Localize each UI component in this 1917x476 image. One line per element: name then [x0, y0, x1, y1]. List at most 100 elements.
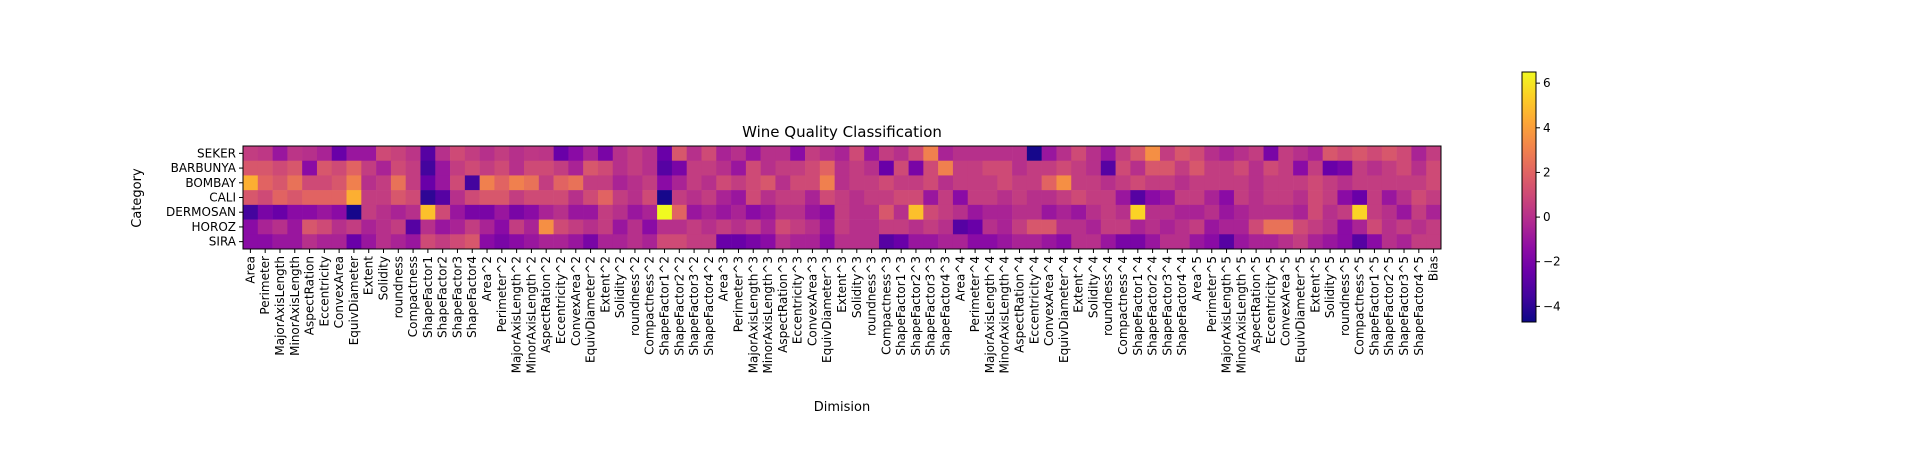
- heatmap-cell: [1100, 204, 1116, 220]
- heatmap-cell: [243, 234, 259, 250]
- heatmap-cell: [568, 190, 584, 206]
- heatmap-cell: [716, 175, 732, 191]
- heatmap-cell: [982, 219, 998, 235]
- heatmap-cell: [701, 204, 717, 220]
- heatmap-cell: [1367, 204, 1383, 220]
- heatmap-cell: [272, 234, 288, 250]
- heatmap-cell: [1189, 219, 1205, 235]
- heatmap-cell: [1322, 190, 1338, 206]
- heatmap-cell: [1041, 160, 1057, 176]
- heatmap-cell: [657, 175, 673, 191]
- x-tick-label: Solidity: [377, 256, 391, 300]
- x-tick-label: ShapeFactor1^5: [1367, 256, 1381, 356]
- heatmap-cell: [790, 219, 806, 235]
- heatmap-cell: [405, 234, 421, 250]
- heatmap-cell: [479, 146, 495, 162]
- x-tick-label: ShapeFactor4: [465, 256, 479, 338]
- heatmap-cell: [760, 204, 776, 220]
- heatmap-cell: [1041, 204, 1057, 220]
- heatmap-cell: [435, 219, 451, 235]
- heatmap-cell: [1352, 204, 1368, 220]
- heatmap-cell: [583, 219, 599, 235]
- heatmap-cell: [1086, 234, 1102, 250]
- x-tick-label: Perimeter: [258, 256, 272, 315]
- heatmap-cell: [331, 234, 347, 250]
- heatmap-cell: [450, 146, 466, 162]
- heatmap-cell: [834, 219, 850, 235]
- heatmap-cell: [923, 190, 939, 206]
- heatmap-cell: [1278, 160, 1294, 176]
- heatmap-cell: [1130, 160, 1146, 176]
- heatmap-cell: [272, 175, 288, 191]
- heatmap-cell: [435, 234, 451, 250]
- x-tick-label: Perimeter^4: [968, 256, 982, 332]
- heatmap-cell: [775, 160, 791, 176]
- heatmap-cell: [1159, 146, 1176, 162]
- heatmap-cell: [1026, 175, 1042, 191]
- heatmap-cell: [1233, 234, 1250, 250]
- heatmap-cell: [1115, 204, 1131, 220]
- heatmap-cell: [1026, 204, 1042, 220]
- x-tick-label: ShapeFactor4^3: [939, 256, 953, 356]
- y-tick-label: CALI: [209, 191, 236, 205]
- heatmap-cell: [361, 204, 377, 220]
- heatmap-cell: [1307, 190, 1323, 206]
- heatmap-cell: [657, 204, 673, 220]
- heatmap-cell: [464, 234, 480, 250]
- x-tick-label: ShapeFactor1: [421, 256, 435, 338]
- heatmap-cell: [1012, 175, 1028, 191]
- heatmap-cell: [376, 160, 392, 176]
- heatmap-cell: [479, 219, 495, 235]
- heatmap-cell: [1071, 219, 1087, 235]
- heatmap-cell: [1411, 146, 1427, 162]
- heatmap-cell: [1293, 146, 1309, 162]
- heatmap-cell: [657, 234, 673, 250]
- heatmap-cell: [1071, 234, 1087, 250]
- heatmap-cell: [864, 234, 880, 250]
- heatmap-cell: [657, 190, 673, 206]
- colorbar-tick-label: −4: [1543, 299, 1561, 313]
- heatmap-cell: [450, 234, 466, 250]
- heatmap-cell: [908, 219, 924, 235]
- x-tick-label: Bias: [1427, 256, 1441, 281]
- x-tick-label: ShapeFactor3: [450, 256, 464, 338]
- heatmap-cell: [967, 234, 983, 250]
- heatmap-cell: [1174, 146, 1190, 162]
- x-tick-label: Compactness^4: [1116, 256, 1130, 355]
- x-tick-label: ShapeFactor3^2: [687, 256, 701, 356]
- heatmap-cell: [1233, 204, 1250, 220]
- heatmap-cell: [1174, 190, 1190, 206]
- heatmap-cell: [997, 204, 1013, 220]
- heatmap-cell: [967, 219, 983, 235]
- heatmap-cell: [583, 204, 599, 220]
- heatmap-cell: [1337, 204, 1353, 220]
- heatmap-cell: [243, 219, 259, 235]
- heatmap-cell: [878, 175, 895, 191]
- heatmap-cell: [849, 175, 865, 191]
- heatmap-cell: [524, 146, 540, 162]
- heatmap-cell: [612, 219, 628, 235]
- heatmap-cell: [257, 219, 273, 235]
- heatmap-cell: [1071, 160, 1087, 176]
- heatmap-cell: [553, 160, 569, 176]
- heatmap-cell: [1145, 234, 1161, 250]
- x-tick-label: Eccentricity^4: [1027, 256, 1041, 344]
- x-tick-label: Compactness^5: [1353, 256, 1367, 355]
- heatmap-cell: [849, 146, 865, 162]
- heatmap-cell: [967, 160, 983, 176]
- heatmap-cell: [376, 146, 392, 162]
- heatmap-cell: [420, 219, 436, 235]
- heatmap-cell: [597, 175, 614, 191]
- heatmap-cell: [716, 146, 732, 162]
- heatmap-cell: [302, 204, 318, 220]
- heatmap-cell: [331, 160, 347, 176]
- heatmap-cell: [1396, 204, 1412, 220]
- heatmap-cell: [1041, 219, 1057, 235]
- heatmap-cell: [509, 146, 525, 162]
- heatmap-cell: [1219, 146, 1235, 162]
- heatmap-cell: [597, 190, 614, 206]
- heatmap-cell: [494, 190, 510, 206]
- x-tick-label: ShapeFactor2^3: [909, 256, 923, 356]
- heatmap-cell: [553, 146, 569, 162]
